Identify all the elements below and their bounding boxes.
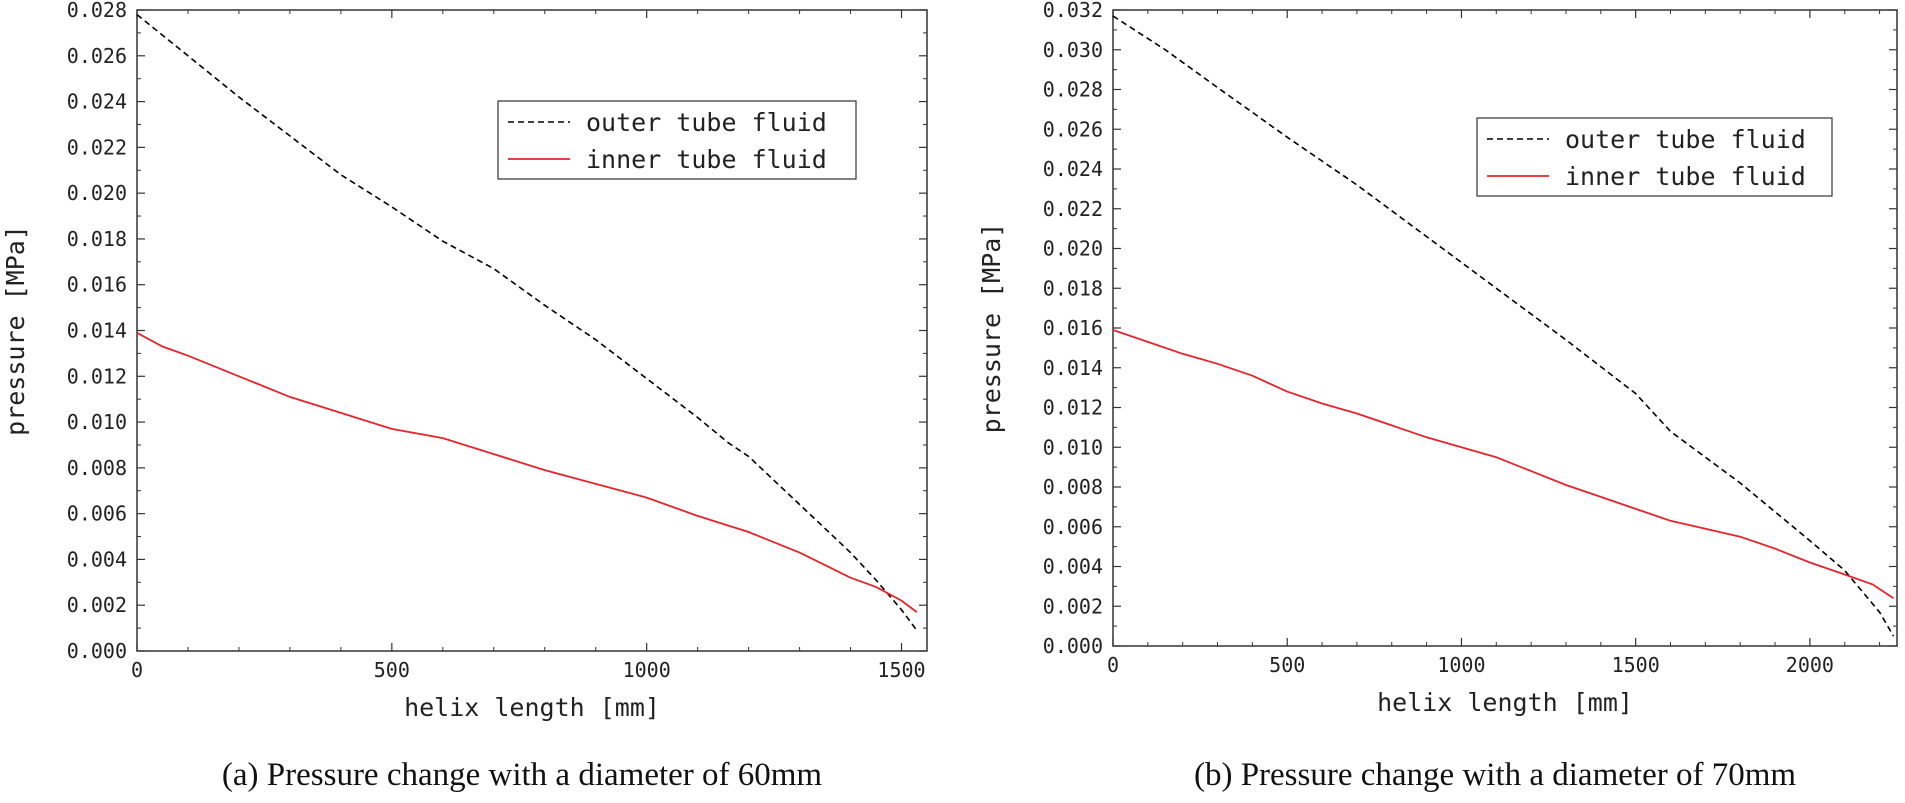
y-tick-label: 0.018 (67, 227, 127, 251)
y-tick-label: 0.012 (67, 364, 127, 388)
y-tick-label: 0.014 (1043, 356, 1103, 380)
x-axis-title-a: helix length [mm] (404, 693, 660, 722)
y-tick-label: 0.016 (67, 273, 127, 297)
chart-panel-b: 0.000 0.002 0.004 0.006 0.008 0.010 0.012 0.014… (977, 0, 1898, 793)
y-tick-label: 0.024 (1043, 157, 1103, 181)
y-tick-label: 0.008 (67, 456, 127, 480)
x-tick-label: 1000 (623, 658, 671, 682)
legend-label-inner-b: inner tube fluid (1565, 162, 1806, 191)
x-tick-label: 500 (374, 658, 410, 682)
legend-box-b (1476, 117, 1833, 197)
legend-a: outer tube fluid inner tube fluid (497, 100, 857, 180)
x-tick-label: 0 (1107, 653, 1119, 677)
y-axis-title-b: pressure [MPa] (977, 223, 1006, 434)
y-tick-label: 0.002 (1043, 594, 1103, 618)
y-tick-label: 0.026 (67, 44, 127, 68)
legend-box-a (497, 100, 857, 180)
series-line-outer-tube-fluid (1112, 15, 1895, 637)
x-tick-label: 1500 (877, 658, 925, 682)
x-tick-label: 0 (131, 658, 143, 682)
x-tick-label: 500 (1269, 653, 1305, 677)
y-tick-label: 0.000 (67, 639, 127, 663)
y-tick-label: 0.004 (1043, 555, 1103, 579)
y-tick-label: 0.030 (1043, 38, 1103, 62)
ticks-a: 0.000 0.002 0.004 0.006 0.008 0.010 0.012 0.014… (67, 0, 927, 682)
y-tick-label: 0.002 (67, 593, 127, 617)
y-tick-label: 0.004 (67, 547, 127, 571)
x-tick-label: 1000 (1437, 653, 1485, 677)
caption-a: (a) Pressure change with a diameter of 6… (222, 757, 823, 793)
caption-b: (b) Pressure change with a diameter of 7… (1194, 757, 1796, 793)
y-tick-label: 0.008 (1043, 475, 1103, 499)
x-axis-title-b: helix length [mm] (1377, 688, 1633, 717)
y-tick-label: 0.020 (1043, 237, 1103, 261)
series-b (1112, 15, 1895, 637)
ticks-b: 0.000 0.002 0.004 0.006 0.008 0.010 0.012 0.014… (1043, 0, 1897, 677)
y-tick-label: 0.028 (1043, 78, 1103, 102)
series-line-inner-tube-fluid (1112, 329, 1894, 600)
y-tick-label: 0.024 (67, 90, 127, 114)
x-tick-label: 1500 (1612, 653, 1660, 677)
y-tick-label: 0.020 (67, 181, 127, 205)
y-tick-label: 0.022 (67, 135, 127, 159)
legend-label-inner-a: inner tube fluid (586, 145, 827, 174)
y-axis-title-a: pressure [MPa] (1, 225, 30, 436)
y-tick-label: 0.006 (1043, 515, 1103, 539)
y-tick-label: 0.010 (67, 410, 127, 434)
y-tick-label: 0.028 (67, 0, 127, 22)
series-a (136, 13, 918, 631)
y-tick-label: 0.022 (1043, 197, 1103, 221)
y-tick-label: 0.012 (1043, 396, 1103, 420)
y-tick-label: 0.014 (67, 319, 127, 343)
y-tick-label: 0.010 (1043, 435, 1103, 459)
chart-panel-a: 0.000 0.002 0.004 0.006 0.008 0.010 0.012 0.014… (1, 0, 928, 793)
series-line-outer-tube-fluid (136, 13, 918, 631)
x-tick-label: 2000 (1786, 653, 1834, 677)
y-tick-label: 0.018 (1043, 276, 1103, 300)
legend-b: outer tube fluid inner tube fluid (1476, 117, 1833, 197)
y-tick-label: 0.032 (1043, 0, 1103, 22)
legend-label-outer-a: outer tube fluid (586, 108, 827, 137)
y-tick-label: 0.026 (1043, 117, 1103, 141)
series-line-inner-tube-fluid (136, 332, 918, 613)
y-tick-label: 0.006 (67, 502, 127, 526)
y-tick-label: 0.016 (1043, 316, 1103, 340)
legend-label-outer-b: outer tube fluid (1565, 125, 1806, 154)
y-tick-label: 0.000 (1043, 634, 1103, 658)
